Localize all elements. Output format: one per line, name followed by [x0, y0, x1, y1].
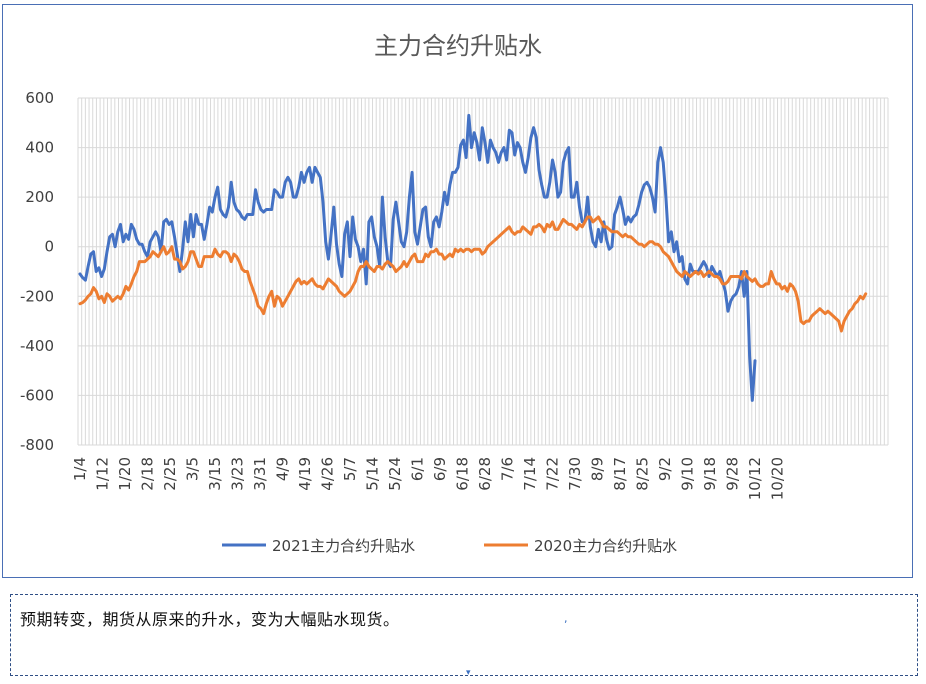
legend: 2021主力合约升贴水 2020主力合约升贴水 [222, 537, 677, 555]
x-tick-label: 5/24 [386, 457, 404, 491]
cursor-mark: , [564, 612, 568, 625]
x-tick-label: 8/17 [611, 457, 629, 491]
x-axis: 1/4 1/12 1/20 2/18 2/25 3/5 3/15 3/23 3/31 4/9 4/1… [71, 457, 787, 500]
x-tick-label: 1/4 [71, 457, 89, 481]
x-tick-label: 10/20 [769, 457, 787, 500]
chart-title: 主力合约升贴水 [374, 32, 542, 60]
x-tick-label: 1/12 [94, 457, 112, 491]
x-tick-label: 5/7 [341, 457, 359, 481]
x-tick-label: 6/28 [476, 457, 494, 491]
series-line-1 [78, 113, 757, 402]
y-tick-label: 400 [25, 139, 54, 157]
series-layer [78, 113, 868, 402]
y-tick-label: 600 [25, 89, 54, 107]
x-tick-label: 3/23 [229, 457, 247, 491]
x-tick-label: 9/18 [701, 457, 719, 491]
x-tick-label: 3/31 [251, 457, 269, 491]
x-tick-label: 5/14 [364, 457, 382, 491]
x-tick-label: 4/9 [274, 457, 292, 481]
x-tick-label: 8/25 [634, 457, 652, 491]
x-tick-label: 6/1 [409, 457, 427, 481]
x-tick-label: 7/30 [566, 457, 584, 491]
legend-label: 2020主力合约升贴水 [534, 537, 677, 555]
y-tick-label: 0 [44, 238, 54, 256]
x-tick-label: 9/10 [679, 457, 697, 491]
x-tick-label: 8/9 [589, 457, 607, 481]
x-tick-label: 9/2 [656, 457, 674, 481]
x-tick-label: 4/26 [319, 457, 337, 491]
series-line-2 [78, 215, 868, 333]
y-tick-label: -400 [20, 337, 54, 355]
note-box [10, 594, 918, 676]
x-tick-label: 9/28 [724, 457, 742, 491]
x-tick-label: 1/20 [116, 457, 134, 491]
x-tick-label: 7/14 [521, 457, 539, 491]
y-tick-label: -200 [20, 287, 54, 305]
x-tick-label: 2/25 [161, 457, 179, 491]
x-tick-label: 7/6 [499, 457, 517, 481]
y-axis: 600 400 200 0 -200 -400 -600 -800 [20, 89, 54, 454]
x-tick-label: 4/19 [296, 457, 314, 491]
grid-layer [77, 97, 889, 446]
x-tick-label: 6/18 [454, 457, 472, 491]
x-tick-label: 2/18 [139, 457, 157, 491]
y-tick-label: -800 [20, 436, 54, 454]
x-tick-label: 6/9 [431, 457, 449, 481]
x-tick-label: 7/22 [544, 457, 562, 491]
x-tick-label: 3/15 [206, 457, 224, 491]
note-text: 预期转变，期货从原来的升水，变为大幅贴水现货。 [20, 610, 400, 629]
legend-label: 2021主力合约升贴水 [272, 537, 415, 555]
y-tick-label: 200 [25, 188, 54, 206]
cursor-mark-bottom: ▾ [466, 668, 471, 678]
x-tick-label: 10/12 [746, 457, 764, 500]
x-tick-label: 3/5 [184, 457, 202, 481]
y-tick-label: -600 [20, 386, 54, 404]
